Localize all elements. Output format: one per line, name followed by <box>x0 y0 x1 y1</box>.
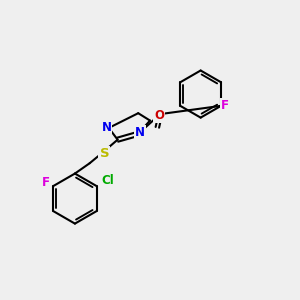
Text: O: O <box>154 109 164 122</box>
Text: N: N <box>135 126 145 140</box>
Text: S: S <box>100 147 109 160</box>
Text: F: F <box>221 99 229 112</box>
Text: F: F <box>42 176 50 190</box>
Text: N: N <box>101 121 111 134</box>
Text: Cl: Cl <box>101 174 114 188</box>
Text: O: O <box>154 109 164 122</box>
